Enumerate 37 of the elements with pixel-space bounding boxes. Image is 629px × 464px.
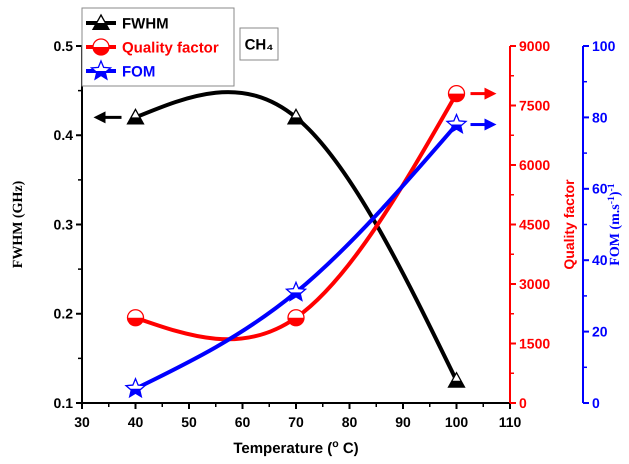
y2-tick-label: 7500 bbox=[519, 97, 550, 114]
x-tick-label: 100 bbox=[444, 414, 468, 430]
legend-label: FWHM bbox=[122, 15, 169, 32]
y3-tick-label: 100 bbox=[592, 38, 616, 54]
y3-tick-label: 40 bbox=[592, 252, 608, 268]
y-tick-label: 0.3 bbox=[54, 216, 74, 232]
y-tick-label: 0.4 bbox=[54, 127, 74, 144]
x-tick-label: 70 bbox=[288, 414, 304, 430]
x-tick-label: 30 bbox=[74, 414, 90, 430]
x-axis-title: Temperature ($^{o}$ C) bbox=[233, 438, 359, 457]
y-axis-title: FWHM (GHz) bbox=[11, 180, 26, 268]
y2-tick-label: 0 bbox=[519, 394, 527, 411]
y2-tick-label: 9000 bbox=[519, 38, 550, 54]
y-tick-label: 0.5 bbox=[54, 38, 74, 54]
x-tick-label: 40 bbox=[128, 414, 144, 430]
y3-tick-label: 0 bbox=[592, 394, 600, 411]
legend-label: Quality factor bbox=[122, 39, 219, 56]
x-tick-label: 110 bbox=[498, 414, 522, 430]
point bbox=[446, 114, 467, 134]
x-tick-label: 80 bbox=[342, 414, 358, 430]
x-tick-label: 60 bbox=[234, 414, 250, 430]
y3-tick-label: 80 bbox=[592, 109, 608, 126]
y2-tick-label: 4500 bbox=[519, 216, 550, 232]
y3-tick-label: 60 bbox=[592, 180, 608, 197]
x-tick-label: 90 bbox=[395, 414, 411, 430]
y2-tick-label: 1500 bbox=[519, 335, 550, 352]
point bbox=[286, 282, 306, 302]
point bbox=[125, 378, 146, 398]
y-tick-label: 0.2 bbox=[54, 306, 74, 322]
y2-tick-label: 3000 bbox=[519, 276, 550, 292]
y-tick-label: 0.1 bbox=[54, 394, 74, 411]
legend-label: FOM bbox=[122, 63, 156, 80]
y2-tick-label: 6000 bbox=[519, 156, 550, 173]
y3-tick-label: 20 bbox=[592, 324, 608, 340]
annotation: CH₄ bbox=[244, 36, 274, 54]
y2-axis-title: Quality factor bbox=[561, 178, 577, 270]
x-tick-label: 50 bbox=[181, 414, 197, 430]
